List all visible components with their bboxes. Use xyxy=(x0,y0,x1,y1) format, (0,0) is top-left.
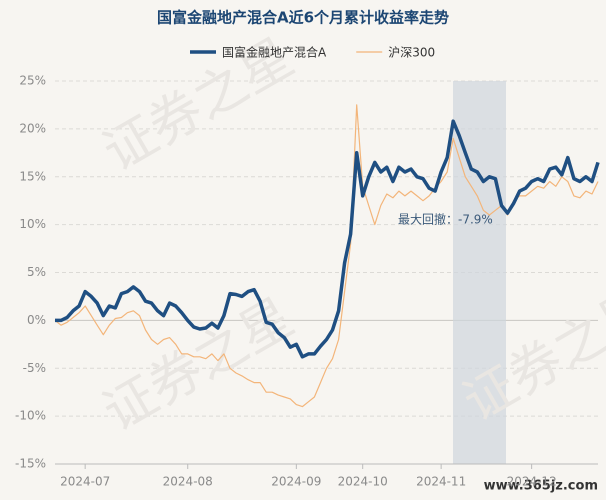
y-tick-label: 5% xyxy=(27,265,46,279)
chart-title: 国富金融地产混合A近6个月累计收益率走势 xyxy=(157,9,449,27)
y-tick-label: -10% xyxy=(15,409,46,423)
x-tick-label: 2024-09 xyxy=(271,475,321,489)
y-tick-label: 20% xyxy=(19,121,46,135)
legend-label: 沪深300 xyxy=(388,46,435,60)
y-tick-label: -5% xyxy=(23,361,46,375)
y-tick-label: 10% xyxy=(19,217,46,231)
grid xyxy=(55,80,598,465)
x-tick-label: 2024-08 xyxy=(163,475,213,489)
series-line xyxy=(55,119,600,359)
y-tick-label: -15% xyxy=(15,457,46,471)
series-line xyxy=(54,104,599,408)
x-tick-label: 2024-07 xyxy=(60,475,110,489)
x-tick-label: 2024-10 xyxy=(338,475,388,489)
x-tick-label: 2024-11 xyxy=(416,475,466,489)
annotation: 最大回撤：-7.9% xyxy=(398,212,493,227)
website: www.365jz.com xyxy=(484,479,598,494)
x-tick-label: 2024-12 xyxy=(507,475,557,489)
y-tick-label: 15% xyxy=(19,169,46,183)
legend-label: 国富金融地产混合A xyxy=(222,45,327,60)
y-tick-label: 25% xyxy=(19,74,46,88)
y-tick-label: 0% xyxy=(27,313,46,327)
